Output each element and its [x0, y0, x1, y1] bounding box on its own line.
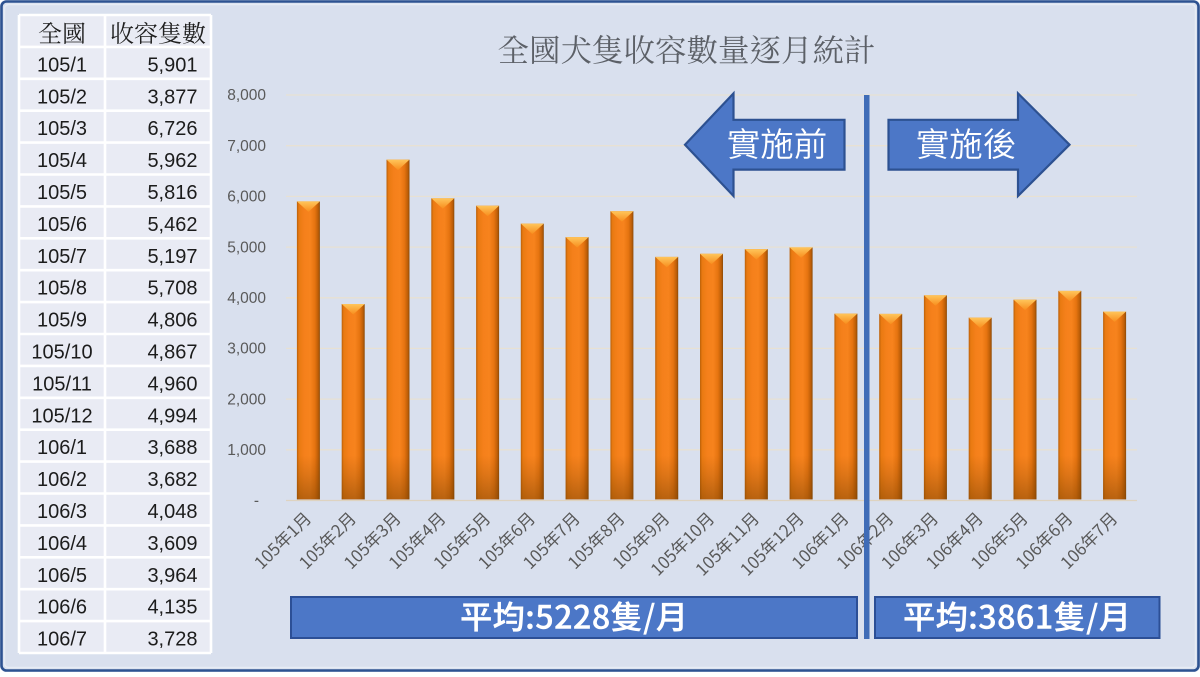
- svg-text:5,197: 5,197: [147, 246, 197, 268]
- svg-text:3,609: 3,609: [147, 533, 197, 555]
- svg-text:106/1: 106/1: [37, 437, 87, 459]
- svg-text:106/6: 106/6: [37, 597, 87, 619]
- svg-text:8,000: 8,000: [227, 87, 266, 104]
- svg-text:5,962: 5,962: [147, 150, 197, 172]
- svg-text:3,688: 3,688: [147, 437, 197, 459]
- svg-text:5,816: 5,816: [147, 182, 197, 204]
- svg-text:106/2: 106/2: [37, 469, 87, 491]
- svg-text:106/4: 106/4: [37, 533, 87, 555]
- svg-text:105/9: 105/9: [37, 310, 87, 332]
- svg-text:106/3: 106/3: [37, 501, 87, 523]
- svg-text:-: -: [254, 493, 259, 510]
- svg-text:1,000: 1,000: [227, 442, 266, 459]
- svg-text:105/1: 105/1: [37, 54, 87, 76]
- svg-text:3,728: 3,728: [147, 629, 197, 651]
- svg-text:105/10: 105/10: [31, 342, 92, 364]
- svg-text:4,048: 4,048: [147, 501, 197, 523]
- svg-text:106/7: 106/7: [37, 629, 87, 651]
- svg-text:5,708: 5,708: [147, 278, 197, 300]
- svg-text:6,726: 6,726: [147, 118, 197, 140]
- svg-text:105/4: 105/4: [37, 150, 87, 172]
- svg-text:4,994: 4,994: [147, 405, 197, 427]
- svg-text:5,901: 5,901: [147, 54, 197, 76]
- svg-text:106/5: 106/5: [37, 565, 87, 587]
- svg-text:4,960: 4,960: [147, 373, 197, 395]
- svg-text:105/8: 105/8: [37, 278, 87, 300]
- svg-text:3,964: 3,964: [147, 565, 197, 587]
- svg-text:105/12: 105/12: [31, 405, 92, 427]
- svg-text:105/5: 105/5: [37, 182, 87, 204]
- svg-text:105/3: 105/3: [37, 118, 87, 140]
- svg-text:105/2: 105/2: [37, 86, 87, 108]
- svg-text:7,000: 7,000: [227, 138, 266, 155]
- svg-text:2,000: 2,000: [227, 391, 266, 408]
- svg-text:6,000: 6,000: [227, 189, 266, 206]
- svg-text:4,000: 4,000: [227, 290, 266, 307]
- svg-text:3,000: 3,000: [227, 341, 266, 358]
- svg-text:5,462: 5,462: [147, 214, 197, 236]
- svg-text:3,682: 3,682: [147, 469, 197, 491]
- svg-text:5,000: 5,000: [227, 239, 266, 256]
- svg-text:3,877: 3,877: [147, 86, 197, 108]
- svg-text:4,806: 4,806: [147, 310, 197, 332]
- svg-text:4,135: 4,135: [147, 597, 197, 619]
- svg-text:105/7: 105/7: [37, 246, 87, 268]
- svg-text:4,867: 4,867: [147, 342, 197, 364]
- svg-text:105/6: 105/6: [37, 214, 87, 236]
- svg-text:105/11: 105/11: [32, 373, 92, 395]
